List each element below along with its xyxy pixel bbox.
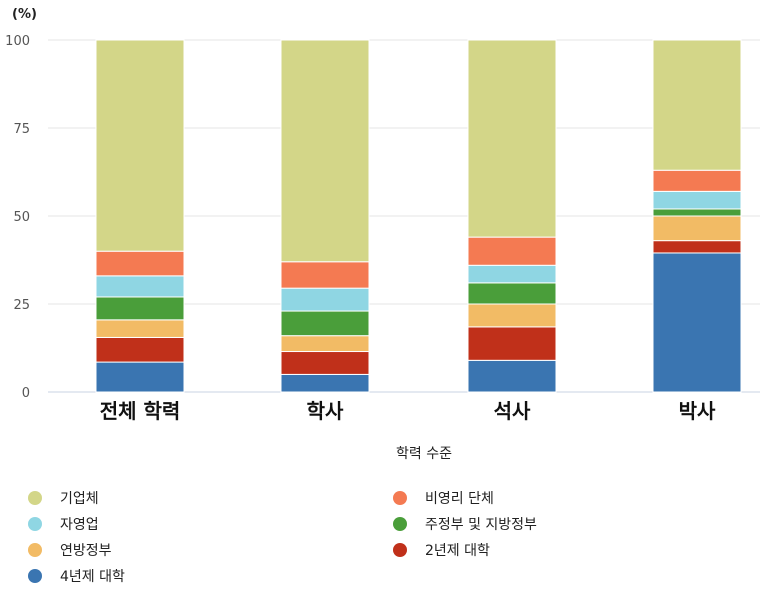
bar-segment (652, 190, 742, 210)
legend-swatch (28, 517, 42, 531)
bar-segment (467, 236, 557, 266)
legend-swatch (28, 569, 42, 583)
bar-segment (467, 39, 557, 238)
bar-segment (280, 335, 370, 353)
bar-segment (280, 287, 370, 312)
legend-item: 4년제 대학 (28, 566, 125, 586)
legend-item: 자영업 (28, 514, 99, 534)
legend-label: 기업체 (60, 491, 99, 507)
bar-segment (95, 361, 185, 393)
bar-segment (280, 373, 370, 393)
legend-label: 자영업 (60, 517, 99, 533)
legend-swatch (28, 543, 42, 557)
bar-segment (467, 326, 557, 361)
legend-label: 2년제 대학 (425, 543, 490, 559)
x-axis-title: 학력 수준 (396, 446, 452, 462)
bar-segment (467, 282, 557, 305)
legend-label: 비영리 단체 (425, 491, 494, 507)
bar-segment (652, 169, 742, 192)
legend-swatch (393, 491, 407, 505)
x-category-label: 전체 학력 (100, 399, 181, 423)
bar-segment (280, 310, 370, 337)
legend-label: 연방정부 (60, 543, 112, 559)
x-axis-categories: 전체 학력 학사 석사 박사 (100, 399, 716, 423)
y-tick-label: 50 (13, 210, 30, 225)
bar-segment (467, 303, 557, 328)
bar-segment (467, 359, 557, 393)
bar-segment (95, 39, 185, 252)
legend-item: 주정부 및 지방정부 (393, 514, 537, 534)
bar-segment (95, 275, 185, 298)
bar-segment (652, 240, 742, 254)
bar-segment (280, 39, 370, 263)
legend-item: 2년제 대학 (393, 540, 490, 560)
legend-swatch (393, 543, 407, 557)
x-category-label: 학사 (307, 399, 344, 423)
bar-segment (95, 319, 185, 338)
y-tick-label: 25 (13, 298, 30, 313)
x-category-label: 박사 (679, 399, 716, 423)
legend-swatch (28, 491, 42, 505)
bar-segment (652, 39, 742, 171)
legend-item: 연방정부 (28, 540, 112, 560)
bar-segment (652, 208, 742, 217)
y-axis-ticks: 0 25 50 75 100 (5, 34, 30, 401)
bar-segment (95, 336, 185, 363)
bar-segment (95, 296, 185, 321)
y-tick-label: 75 (13, 122, 30, 137)
legend-label: 4년제 대학 (60, 569, 125, 585)
bar-segment (652, 252, 742, 393)
legend-label: 주정부 및 지방정부 (425, 517, 537, 533)
y-tick-label: 0 (22, 386, 30, 401)
legend-swatch (393, 517, 407, 531)
y-tick-label: 100 (5, 34, 30, 49)
stacked-bar-chart: (%) 0 25 50 75 100 전체 학력 학사 석사 박사 학력 수준 (5, 7, 760, 462)
x-category-label: 석사 (494, 399, 531, 423)
bar-segment (95, 250, 185, 277)
y-unit-label: (%) (12, 7, 37, 22)
bar-segment (280, 351, 370, 375)
bars (95, 39, 742, 393)
bar-segment (467, 264, 557, 284)
legend-item: 비영리 단체 (393, 488, 494, 508)
bar-segment (280, 261, 370, 289)
bar-segment (652, 215, 742, 242)
legend-item: 기업체 (28, 488, 99, 508)
